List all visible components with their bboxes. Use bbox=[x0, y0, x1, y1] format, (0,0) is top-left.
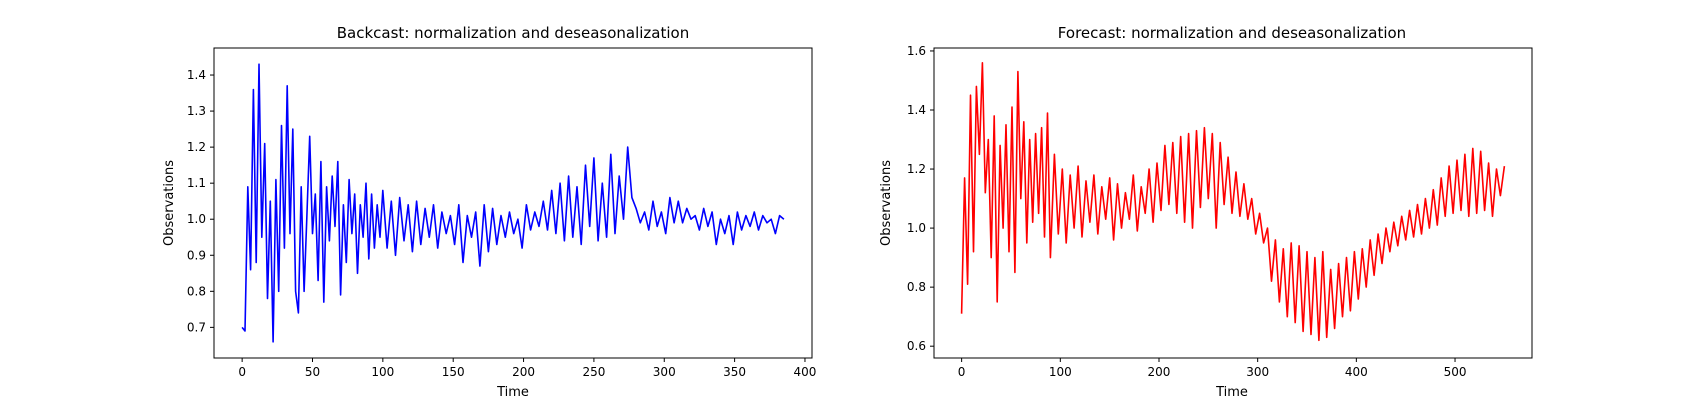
backcast-x-tick-label: 250 bbox=[582, 365, 605, 379]
forecast-y-tick-label: 1.4 bbox=[907, 103, 926, 117]
forecast-x-tick-label: 0 bbox=[958, 365, 966, 379]
backcast-x-ticks: 0 50 100 150 200 250 300 350 400 bbox=[238, 358, 816, 379]
forecast-y-tick-label: 1.2 bbox=[907, 162, 926, 176]
backcast-y-tick-label: 1.0 bbox=[187, 212, 206, 226]
backcast-x-tick-label: 300 bbox=[653, 365, 676, 379]
backcast-y-tick-label: 0.7 bbox=[187, 320, 206, 334]
backcast-x-tick-label: 50 bbox=[305, 365, 320, 379]
backcast-x-tick-label: 350 bbox=[723, 365, 746, 379]
backcast-chart-title: Backcast: normalization and deseasonaliz… bbox=[337, 24, 689, 42]
backcast-series-line-0 bbox=[241, 63, 785, 343]
forecast-y-ticks: 0.6 0.8 1.0 1.2 1.4 1.6 bbox=[907, 44, 934, 353]
backcast-y-tick-label: 1.1 bbox=[187, 176, 206, 190]
forecast-y-tick-label: 0.6 bbox=[907, 339, 926, 353]
backcast-y-ticks: 0.7 0.8 0.9 1.0 1.1 1.2 1.3 1.4 bbox=[187, 68, 214, 334]
forecast-x-tick-label: 200 bbox=[1148, 365, 1171, 379]
backcast-y-tick-label: 1.2 bbox=[187, 140, 206, 154]
backcast-y-tick-label: 1.3 bbox=[187, 104, 206, 118]
forecast-series-line-0 bbox=[960, 61, 1506, 342]
backcast-x-tick-label: 0 bbox=[238, 365, 246, 379]
backcast-x-tick-label: 100 bbox=[371, 365, 394, 379]
forecast-y-axis-label: Observations bbox=[879, 160, 894, 246]
forecast-x-axis-label: Time bbox=[1215, 385, 1248, 400]
forecast-series-layer bbox=[960, 61, 1506, 342]
backcast-y-tick-label: 0.8 bbox=[187, 284, 206, 298]
forecast-x-tick-label: 100 bbox=[1049, 365, 1072, 379]
backcast-y-tick-label: 0.9 bbox=[187, 248, 206, 262]
backcast-x-axis-label: Time bbox=[496, 385, 529, 400]
forecast-x-tick-label: 400 bbox=[1345, 365, 1368, 379]
backcast-x-tick-label: 200 bbox=[512, 365, 535, 379]
forecast-x-ticks: 0 100 200 300 400 500 bbox=[958, 358, 1467, 379]
forecast-y-tick-label: 1.6 bbox=[907, 44, 926, 58]
backcast-y-tick-label: 1.4 bbox=[187, 68, 206, 82]
backcast-x-tick-label: 400 bbox=[794, 365, 817, 379]
backcast-series-layer bbox=[241, 63, 785, 343]
forecast-chart-title: Forecast: normalization and deseasonaliz… bbox=[1058, 24, 1406, 42]
forecast-x-tick-label: 300 bbox=[1246, 365, 1269, 379]
forecast-y-tick-label: 1.0 bbox=[907, 221, 926, 235]
forecast-x-tick-label: 500 bbox=[1444, 365, 1467, 379]
forecast-y-tick-label: 0.8 bbox=[907, 280, 926, 294]
forecast-chart: Forecast: normalization and deseasonaliz… bbox=[879, 24, 1533, 400]
backcast-chart: Backcast: normalization and deseasonaliz… bbox=[162, 24, 816, 400]
backcast-x-tick-label: 150 bbox=[442, 365, 465, 379]
backcast-y-axis-label: Observations bbox=[162, 160, 177, 246]
backcast-plot-area bbox=[213, 47, 813, 359]
